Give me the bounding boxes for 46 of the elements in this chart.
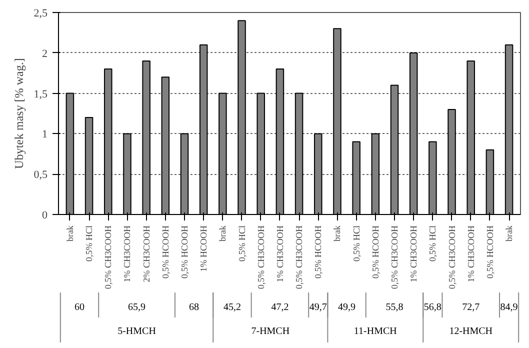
x-tick-label: brak	[332, 225, 342, 242]
text: 11-HMCH	[354, 326, 397, 337]
y-tick-label: 0,5	[34, 169, 48, 182]
x-tick-label: 1% CH3COOH	[274, 225, 285, 282]
x-tick-label: 0,5% HCl	[236, 225, 247, 262]
text: 55,8	[386, 302, 404, 313]
y-tick-label: 1	[42, 128, 48, 141]
x-tick-label: 0,5% CH3COOH	[294, 225, 304, 289]
x-tick-label: 0,5% CH3COOH	[390, 225, 400, 289]
text: 56,8	[424, 302, 442, 313]
text: 49,9	[338, 302, 356, 313]
x-tick-label: 1% CH3COOH	[122, 225, 132, 282]
y-tick-label: 0	[42, 210, 48, 222]
text: 84,9	[500, 302, 518, 313]
text: 68	[189, 302, 200, 313]
y-tick-label: 1,5	[34, 88, 48, 100]
x-tick-label: 0,5% HCl	[84, 225, 94, 262]
x-tick-label: 0,5% HCl	[351, 225, 362, 262]
x-tick-label: 0,5% HCOOH	[370, 225, 380, 278]
x-tick-label: 0,5% CH3COOH	[103, 225, 114, 289]
x-tick-label: 0,5% HCOOH	[160, 225, 170, 278]
text: 60	[74, 302, 84, 313]
x-tick-label: 2% CH3COOH	[141, 225, 152, 282]
x-tick-label: 0,5% HCOOH	[313, 225, 324, 278]
y-tick-label: 2	[42, 48, 48, 60]
x-tick-label: brak	[504, 225, 514, 242]
x-tick-label: 0,5% CH3COOH	[256, 225, 266, 289]
y-tick-label: 2,5	[34, 8, 48, 20]
text: 49,7	[309, 302, 327, 313]
text: 7-HMCH	[251, 326, 290, 337]
x-tick-label: 0,5% HCOOH	[484, 225, 495, 278]
x-tick-label: brak	[218, 225, 228, 242]
y-axis-title: Ubytek masy [% wag.]	[12, 58, 26, 169]
text: 12-HMCH	[449, 326, 493, 337]
x-tick-label: 0,5% CH3COOH	[446, 225, 457, 289]
text: 45,2	[223, 302, 241, 313]
x-tick-label: brak	[64, 225, 75, 242]
x-tick-label: 1% HCOOH	[198, 225, 209, 272]
text: 72,7	[462, 302, 480, 313]
text: 5-HMCH	[118, 326, 156, 337]
x-tick-label: 0,5% HCOOH	[180, 225, 190, 278]
x-tick-label: 1% CH3COOH	[466, 225, 476, 282]
text: 47,2	[271, 302, 289, 313]
text: 65,9	[128, 302, 146, 313]
x-tick-label: 0,5% HCl	[428, 225, 438, 262]
x-tick-label: 1% CH3COOH	[408, 225, 419, 282]
